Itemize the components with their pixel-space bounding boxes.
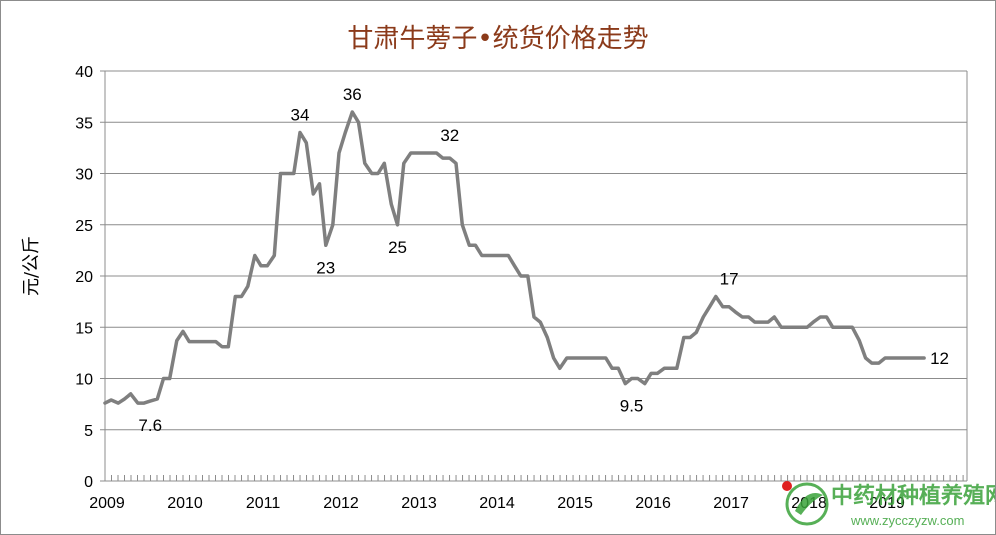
x-tick-label: 2016 bbox=[635, 495, 671, 512]
data-label: 23 bbox=[316, 258, 335, 277]
watermark-url: www.zycczyzw.com bbox=[850, 513, 964, 528]
x-tick-label: 2011 bbox=[246, 495, 281, 512]
x-tick-label: 2015 bbox=[557, 495, 593, 512]
site-watermark: 中药材种植养殖网 www.zycczyzw.com bbox=[782, 481, 995, 528]
y-tick-label: 40 bbox=[75, 64, 93, 81]
y-tick-label: 25 bbox=[75, 218, 93, 235]
y-tick-label: 0 bbox=[84, 474, 93, 491]
data-label: 17 bbox=[720, 270, 739, 289]
x-tick-label: 2013 bbox=[401, 495, 437, 512]
data-labels: 7.6 34 23 36 25 32 9.5 17 12 bbox=[138, 85, 949, 435]
chart-title: 甘肃牛蒡子•统货价格走势 bbox=[347, 24, 648, 54]
series-line bbox=[103, 110, 926, 405]
y-tick-label: 20 bbox=[75, 269, 93, 286]
x-tick-label: 2014 bbox=[479, 495, 515, 512]
data-label: 7.6 bbox=[138, 416, 162, 435]
x-tick-label: 2012 bbox=[323, 495, 359, 512]
gridlines bbox=[105, 70, 967, 431]
y-tick-labels: 0 5 10 15 20 25 30 35 40 bbox=[75, 64, 93, 491]
data-label: 34 bbox=[291, 106, 310, 125]
watermark-logo-icon bbox=[782, 481, 829, 526]
x-tick-label: 2009 bbox=[89, 495, 125, 512]
y-axis-label: 元/公斤 bbox=[21, 236, 42, 296]
x-tick-label: 2010 bbox=[167, 495, 203, 512]
y-tick-label: 30 bbox=[75, 167, 93, 184]
data-label: 9.5 bbox=[620, 397, 644, 416]
x-tick-label: 2019 bbox=[869, 495, 905, 512]
axes bbox=[100, 70, 968, 482]
watermark-text: 中药材种植养殖网 bbox=[831, 483, 995, 509]
data-label: 25 bbox=[388, 238, 407, 257]
x-tick-labels: 2009201020112012201320142015201620172018… bbox=[89, 495, 905, 512]
data-label: 12 bbox=[930, 349, 949, 368]
y-tick-label: 15 bbox=[75, 320, 93, 337]
y-tick-label: 10 bbox=[75, 372, 93, 389]
data-label: 36 bbox=[343, 85, 362, 104]
series-group bbox=[103, 110, 926, 405]
x-tick-label: 2017 bbox=[713, 495, 749, 512]
y-tick-label: 35 bbox=[75, 115, 93, 132]
data-label: 32 bbox=[440, 126, 459, 145]
y-tick-label: 5 bbox=[84, 423, 93, 440]
